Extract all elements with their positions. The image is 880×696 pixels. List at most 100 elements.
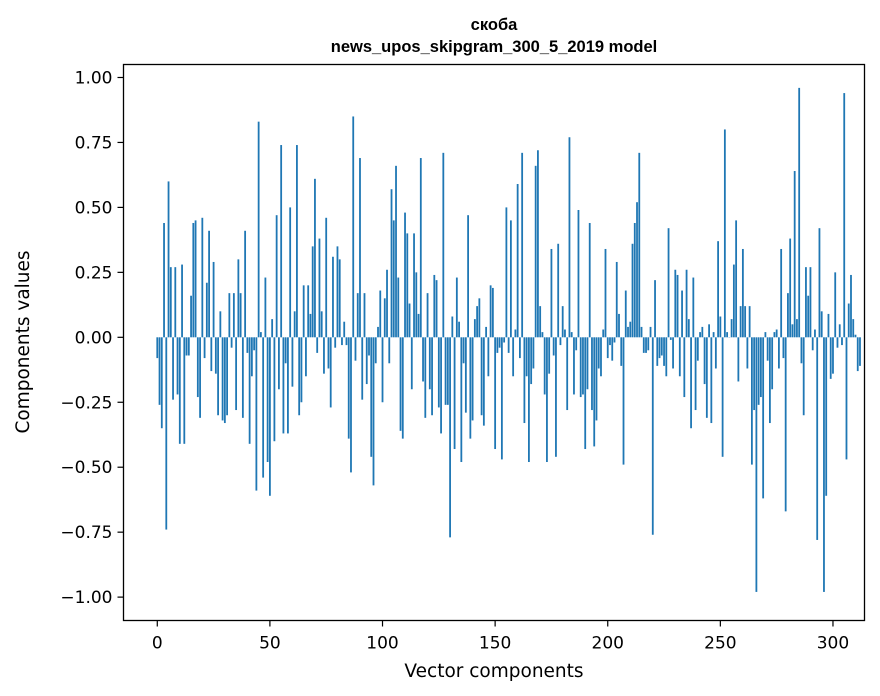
x-tick-label: 200 <box>592 634 624 654</box>
bar <box>415 272 418 338</box>
bar <box>482 337 485 426</box>
bar <box>575 337 578 351</box>
x-tick-label: 100 <box>366 634 398 654</box>
bar <box>167 181 170 338</box>
bar <box>642 337 645 353</box>
bar <box>476 306 479 338</box>
bar <box>500 337 503 460</box>
bar <box>172 337 174 400</box>
bar <box>847 303 850 338</box>
bar <box>199 337 201 418</box>
bar <box>503 337 506 343</box>
bar <box>338 259 341 338</box>
bar <box>230 337 233 348</box>
bar <box>208 230 210 338</box>
bar <box>388 337 391 364</box>
bar <box>539 306 542 338</box>
bar <box>435 280 438 338</box>
bar <box>703 337 706 385</box>
bar <box>496 337 499 353</box>
bar <box>347 337 350 439</box>
bar <box>633 222 636 338</box>
bars-group <box>156 87 861 592</box>
bar <box>514 329 517 338</box>
bar <box>311 246 314 338</box>
bar <box>203 337 206 359</box>
x-tick-label: 0 <box>152 634 163 654</box>
bar <box>798 87 801 338</box>
bar <box>289 207 292 338</box>
bar <box>836 337 839 348</box>
bar <box>298 337 301 416</box>
bar <box>730 319 733 338</box>
bar <box>665 337 668 377</box>
bar <box>372 337 375 486</box>
bar <box>264 277 267 338</box>
bar <box>721 337 724 457</box>
y-tick-label: 0.00 <box>75 328 113 348</box>
bar <box>336 246 339 338</box>
bar <box>850 274 852 338</box>
bar <box>737 337 740 382</box>
bar <box>690 337 692 429</box>
bar <box>532 337 535 369</box>
bar <box>832 337 834 374</box>
bar <box>719 316 722 338</box>
bar <box>559 337 562 346</box>
bar <box>663 337 665 366</box>
bar <box>350 337 352 473</box>
bar <box>467 215 469 338</box>
bar <box>325 217 328 338</box>
bar <box>672 337 674 369</box>
bar <box>564 329 566 338</box>
y-tick-label: −0.25 <box>60 393 112 413</box>
bar <box>428 337 431 390</box>
bar <box>187 337 190 356</box>
bar <box>223 337 226 424</box>
bar <box>397 277 400 338</box>
bar <box>604 248 607 338</box>
bar <box>591 337 593 411</box>
bar <box>807 295 810 338</box>
bar <box>512 337 515 377</box>
bar <box>636 202 638 338</box>
bar <box>723 129 726 338</box>
bar <box>726 332 729 338</box>
bar <box>219 311 222 338</box>
bar <box>557 243 560 338</box>
y-tick-label: 0.75 <box>75 133 113 153</box>
bar <box>363 293 366 338</box>
bar <box>732 264 735 338</box>
bar <box>629 321 632 338</box>
bar <box>631 243 634 338</box>
bar <box>647 337 650 351</box>
bar <box>856 337 859 372</box>
bar <box>814 329 816 338</box>
bar <box>241 337 244 418</box>
bar <box>280 145 283 338</box>
bar <box>408 303 411 338</box>
bar <box>778 337 780 369</box>
bar <box>471 337 474 421</box>
x-axis: 0 50 100 150 200 250 300 <box>152 620 849 654</box>
bar <box>442 152 445 338</box>
bar <box>818 228 821 338</box>
bar <box>757 337 760 405</box>
bar <box>816 337 819 540</box>
bar <box>250 337 253 377</box>
bar <box>341 337 343 346</box>
bar <box>494 337 497 450</box>
bar <box>654 280 656 338</box>
bar <box>651 337 654 535</box>
bar <box>561 306 564 338</box>
bar <box>687 319 690 338</box>
bar <box>165 337 168 530</box>
x-tick-label: 250 <box>704 634 736 654</box>
bar <box>676 274 679 338</box>
bar <box>525 337 528 377</box>
bar <box>681 290 683 338</box>
bar <box>422 337 424 382</box>
bar <box>764 332 767 338</box>
bar <box>451 316 454 338</box>
